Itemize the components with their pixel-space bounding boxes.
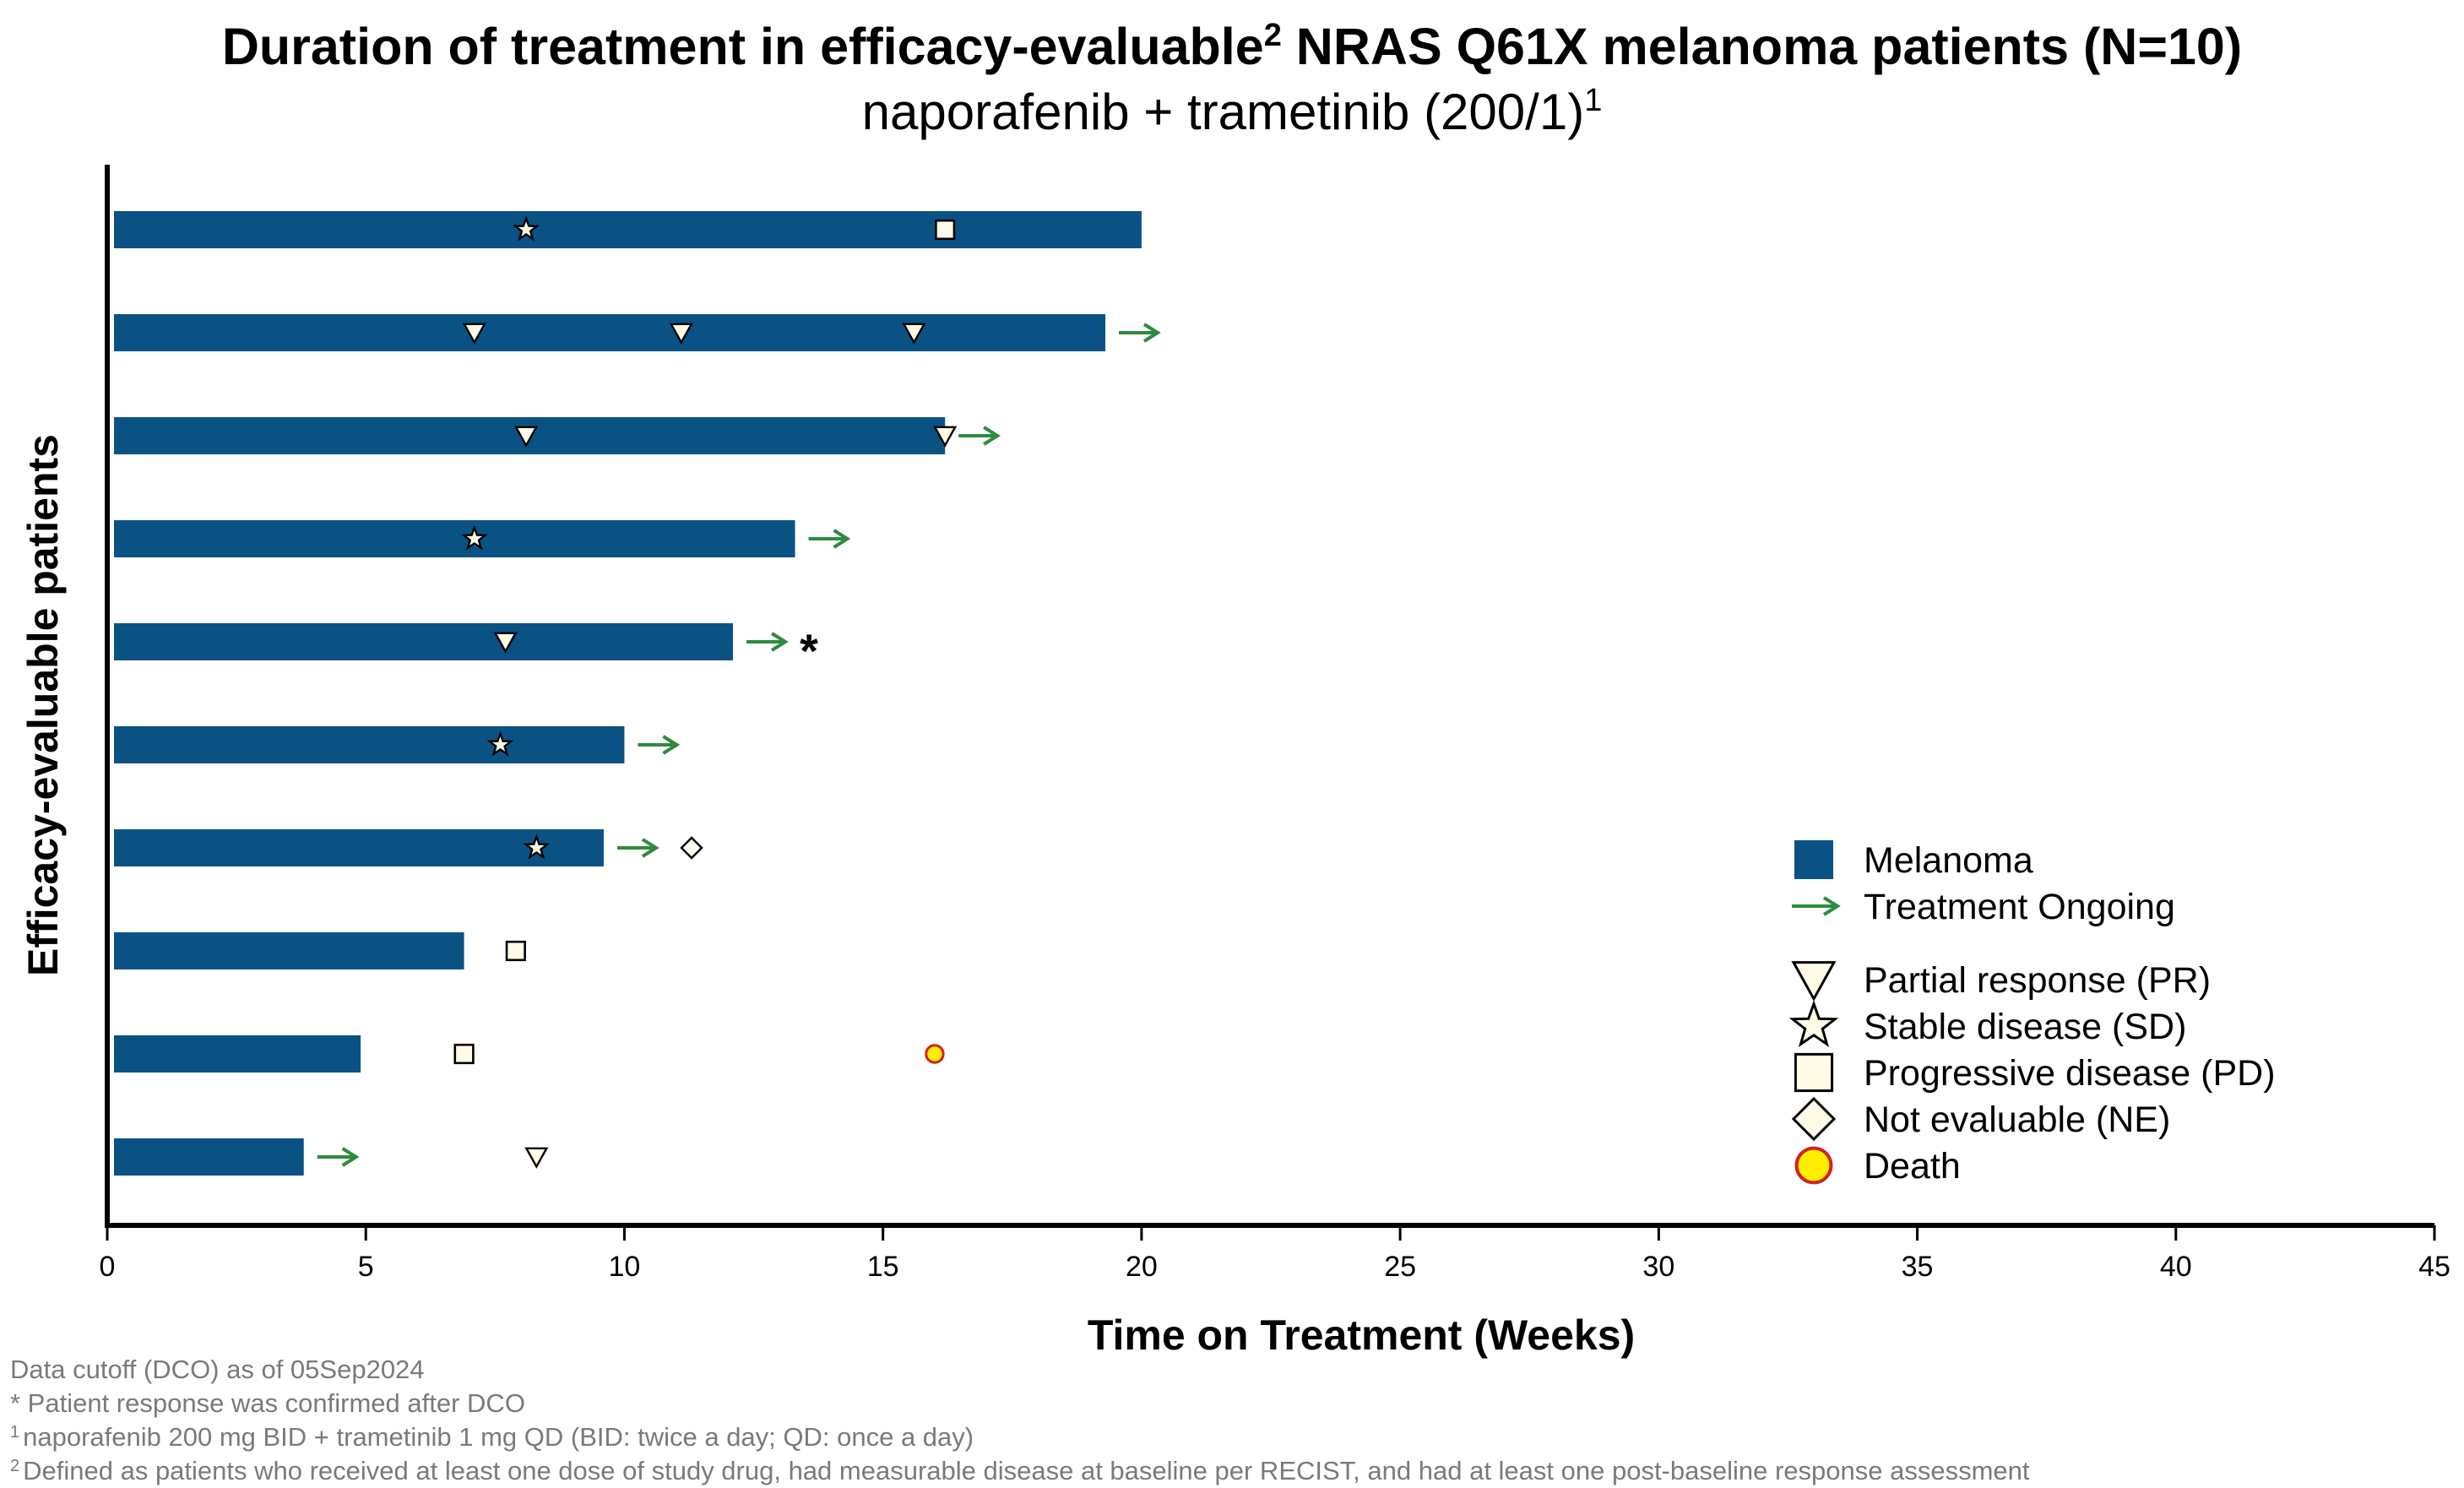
ongoing-arrow-10-head (341, 1147, 360, 1167)
partial-response-marker-2-2 (669, 323, 693, 345)
x-axis-label: Time on Treatment (Weeks) (1088, 1312, 1635, 1359)
partial-response-marker-5-1 (493, 632, 518, 654)
chart-title-main: Duration of treatment in efficacy-evalua… (221, 18, 1264, 75)
chart-subtitle-sup: 1 (1584, 83, 1603, 118)
x-tick-label-10: 10 (609, 1251, 641, 1283)
chart-subtitle: naporafenib + trametinib (200/1)1 (0, 84, 2464, 140)
markers-layer: * (317, 215, 1161, 1169)
legend-stable-disease-swatch (1788, 1000, 1839, 1047)
legend-treatment-ongoing-swatch-head (1822, 896, 1841, 916)
legend-stable-disease-label: Stable disease (SD) (1864, 1007, 2186, 1047)
legend-melanoma-swatch (1794, 840, 1833, 879)
chart-title-sup: 2 (1263, 18, 1282, 53)
patient-bar-10 (114, 1138, 304, 1176)
footnote-1-text: naporafenib 200 mg BID + trametinib 1 mg… (23, 1422, 974, 1452)
ongoing-arrow-7 (616, 838, 659, 858)
legend-partial-response-label: Partial response (PR) (1864, 960, 2211, 1001)
x-tick-label-35: 35 (1902, 1251, 1934, 1283)
bars-layer (114, 211, 1142, 1176)
footnote-1: 1 naporafenib 200 mg BID + trametinib 1 m… (10, 1420, 2030, 1454)
ongoing-arrow-10 (317, 1147, 360, 1167)
ongoing-arrow-6 (638, 735, 681, 755)
patient-bar-4 (114, 520, 795, 557)
ongoing-arrow-7-head (641, 838, 659, 858)
legend-not-evaluable-swatch (1791, 1096, 1837, 1142)
ongoing-arrow-4 (808, 529, 851, 549)
patient-bar-5 (114, 623, 734, 660)
x-tick-label-0: 0 (100, 1251, 116, 1283)
legend-progressive-disease-swatch (1794, 1052, 1834, 1093)
ongoing-arrow-2-head (1142, 323, 1161, 343)
footnote-dco: Data cutoff (DCO) as of 05Sep2024 (10, 1355, 425, 1384)
ticks-layer: 0 5 10 15 20 25 30 35 40 45 (100, 1225, 2450, 1283)
footnote-2-text: Defined as patients who received at leas… (23, 1456, 2030, 1485)
patient-bar-8 (114, 932, 464, 969)
legend-partial-response-swatch (1791, 961, 1837, 1002)
confirmed-after-dco-marker: * (800, 624, 818, 677)
x-tick-label-5: 5 (358, 1251, 374, 1283)
x-tick-label-40: 40 (2160, 1251, 2192, 1283)
stable-disease-marker-7-1 (523, 834, 551, 860)
death-marker-9-2 (925, 1044, 945, 1064)
partial-response-marker-2-3 (902, 323, 926, 345)
legend-progressive-disease-label: Progressive disease (PD) (1864, 1053, 2276, 1094)
progressive-disease-marker-8-1 (505, 940, 526, 962)
footnotes: Data cutoff (DCO) as of 05Sep2024 * Pati… (10, 1353, 2030, 1488)
ongoing-arrow-4-head (833, 529, 851, 549)
partial-response-marker-10-1 (524, 1147, 549, 1169)
legend: Melanoma Treatment Ongoing Partial respons… (1788, 840, 2276, 1187)
chart-title: Duration of treatment in efficacy-evalua… (0, 18, 2464, 75)
y-axis-label: Efficacy-evaluable patients (19, 434, 67, 976)
progressive-disease-marker-9-1 (453, 1043, 475, 1065)
footnote-2: 2 Defined as patients who received at lea… (10, 1454, 2030, 1488)
legend-death-label: Death (1864, 1146, 1961, 1187)
ongoing-arrow-3 (958, 426, 1001, 446)
x-tick-label-25: 25 (1384, 1251, 1416, 1283)
ongoing-arrow-2 (1119, 323, 1161, 343)
ongoing-arrow-5-head (770, 632, 789, 652)
chart-subtitle-text: naporafenib + trametinib (200/1) (861, 84, 1585, 140)
partial-response-marker-2-1 (462, 323, 486, 345)
stable-disease-marker-6-1 (486, 730, 514, 757)
not-evaluable-marker-7-2 (680, 836, 703, 860)
legend-not-evaluable-label: Not evaluable (NE) (1864, 1100, 2170, 1140)
ongoing-arrow-5 (746, 632, 789, 652)
x-tick-label-45: 45 (2418, 1251, 2450, 1283)
stable-disease-marker-4-1 (460, 524, 488, 551)
patient-bar-9 (114, 1035, 361, 1073)
patient-bar-2 (114, 314, 1106, 351)
chart-title-rest: NRAS Q61X melanoma patients (N=10) (1295, 18, 2243, 75)
footnote-1-sup: 1 (10, 1423, 20, 1442)
patient-bar-6 (114, 726, 625, 763)
patient-bar-1 (114, 211, 1142, 248)
legend-treatment-ongoing-label: Treatment Ongoing (1864, 887, 2175, 927)
x-tick-label-20: 20 (1126, 1251, 1158, 1283)
x-tick-label-15: 15 (867, 1251, 899, 1283)
legend-melanoma-label: Melanoma (1864, 840, 2033, 881)
axes-layer (105, 165, 2434, 1228)
footnote-2-sup: 2 (10, 1457, 20, 1475)
progressive-disease-marker-1-2 (935, 219, 956, 241)
stable-disease-marker-1-1 (513, 215, 540, 242)
legend-treatment-ongoing-swatch (1792, 896, 1841, 916)
legend-death-swatch (1794, 1146, 1833, 1185)
x-tick-label-30: 30 (1642, 1251, 1674, 1283)
footnote-star: * Patient response was confirmed after D… (10, 1388, 525, 1418)
ongoing-arrow-3-head (983, 426, 1001, 446)
ongoing-arrow-6-head (662, 735, 681, 755)
partial-response-marker-3-1 (514, 426, 539, 448)
partial-response-marker-3-2 (933, 426, 958, 448)
patient-bar-7 (114, 829, 604, 866)
